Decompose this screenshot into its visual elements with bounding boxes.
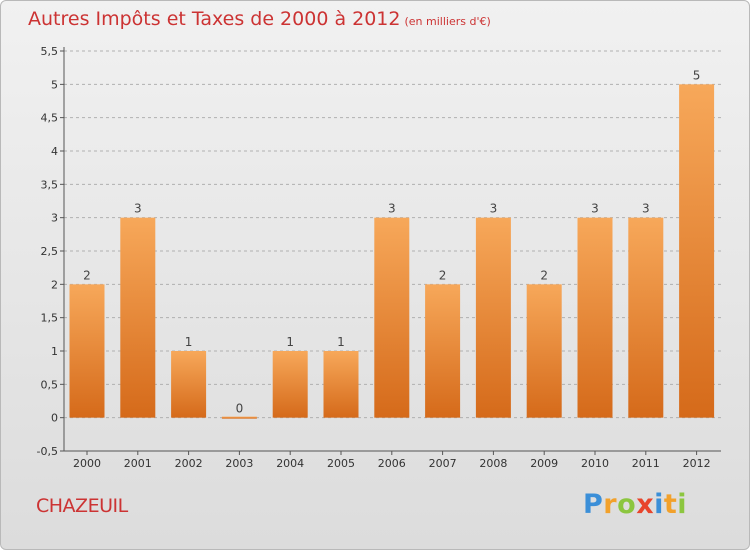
logo-letter: P xyxy=(583,489,604,520)
x-tick-label: 2012 xyxy=(683,457,711,470)
y-tick-label: 2 xyxy=(51,278,58,291)
bar xyxy=(679,84,715,418)
bar xyxy=(69,284,105,418)
commune-name: CHAZEUIL xyxy=(36,495,128,517)
data-label: 3 xyxy=(388,202,396,216)
bar xyxy=(628,217,664,418)
x-tick-label: 2009 xyxy=(530,457,558,470)
x-tick-label: 2008 xyxy=(479,457,507,470)
bar xyxy=(475,217,511,418)
data-label: 1 xyxy=(185,335,193,349)
y-tick-label: 1 xyxy=(51,345,58,358)
x-tick-label: 2005 xyxy=(327,457,355,470)
bar xyxy=(323,351,359,418)
bar xyxy=(526,284,562,418)
y-tick-label: 0 xyxy=(51,412,58,425)
y-tick-label: 0,5 xyxy=(41,378,59,391)
data-label: 3 xyxy=(591,202,599,216)
x-tick-label: 2007 xyxy=(429,457,457,470)
data-label: 2 xyxy=(540,268,548,282)
logo-letter: i xyxy=(677,489,688,520)
bar xyxy=(120,217,156,418)
data-label: 0 xyxy=(236,402,244,416)
y-tick-label: -0,5 xyxy=(37,445,58,458)
x-tick-label: 2001 xyxy=(124,457,152,470)
x-tick-label: 2002 xyxy=(175,457,203,470)
data-label: 5 xyxy=(693,68,701,82)
logo-letter: o xyxy=(617,489,637,520)
y-tick-label: 2,5 xyxy=(41,245,59,258)
bar xyxy=(221,416,257,419)
data-label: 2 xyxy=(439,268,447,282)
bar xyxy=(577,217,613,418)
data-label: 3 xyxy=(642,202,650,216)
bar xyxy=(425,284,461,418)
data-label: 3 xyxy=(490,202,498,216)
x-tick-label: 2000 xyxy=(73,457,101,470)
y-tick-label: 5 xyxy=(51,78,58,91)
title-main: Autres Impôts et Taxes de 2000 à 2012 xyxy=(28,8,401,30)
data-label: 1 xyxy=(286,335,294,349)
x-tick-label: 2003 xyxy=(225,457,253,470)
y-tick-label: 3 xyxy=(51,212,58,225)
bar xyxy=(171,351,207,418)
y-tick-label: 4 xyxy=(51,145,58,158)
chart-subtitle: (en milliers d'€) xyxy=(404,15,491,28)
y-tick-label: 1,5 xyxy=(41,312,59,325)
x-tick-label: 2006 xyxy=(378,457,406,470)
data-label: 2 xyxy=(83,268,91,282)
y-tick-label: 5,5 xyxy=(41,45,59,58)
data-label: 3 xyxy=(134,202,142,216)
logo-letter: x xyxy=(636,489,655,520)
x-tick-label: 2004 xyxy=(276,457,304,470)
chart-title: Autres Impôts et Taxes de 2000 à 2012 (en… xyxy=(28,8,491,30)
y-tick-label: 4,5 xyxy=(41,112,59,125)
x-tick-label: 2010 xyxy=(581,457,609,470)
bar xyxy=(272,351,308,418)
data-label: 1 xyxy=(337,335,345,349)
x-tick-label: 2011 xyxy=(632,457,660,470)
bar xyxy=(374,217,410,418)
logo-letter: r xyxy=(603,489,618,520)
proxiti-logo: Proxiti xyxy=(583,489,687,520)
logo-letter: i xyxy=(654,489,664,520)
logo-letter: t xyxy=(663,489,678,520)
y-tick-label: 3,5 xyxy=(41,178,59,191)
